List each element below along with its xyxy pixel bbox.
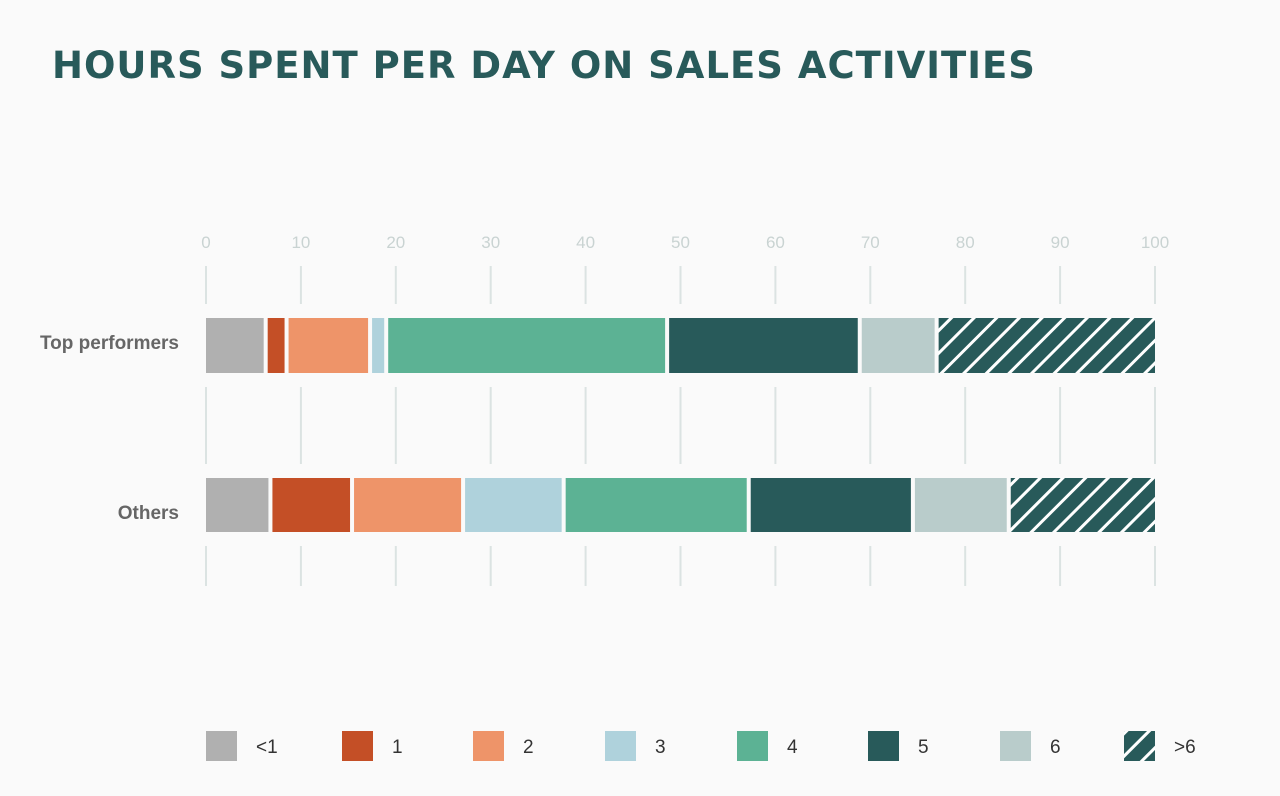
- bar-segment-0-5: [669, 318, 858, 373]
- tick-label-60: 60: [766, 233, 785, 252]
- tick-label-10: 10: [291, 233, 310, 252]
- legend-label-1: 1: [392, 737, 403, 758]
- legend-label-7: >6: [1174, 737, 1196, 758]
- bar-segment-1-4: [565, 478, 747, 532]
- legend-swatch-0: [206, 731, 237, 761]
- bar-segment-1-3: [465, 478, 562, 532]
- legend-swatch-7: [1124, 731, 1155, 761]
- tick-label-80: 80: [956, 233, 975, 252]
- bar-segment-0-1: [267, 318, 285, 373]
- bar-segment-0-7: [938, 318, 1155, 373]
- legend: <1 1 2 3 4 5 6 >6: [206, 731, 1196, 761]
- axis-ticks: 0 10 20 30 40 50 60 70 80 90 100: [201, 233, 1169, 252]
- bar-segment-1-2: [354, 478, 462, 532]
- legend-swatch-5: [868, 731, 899, 761]
- legend-label-2: 2: [523, 737, 534, 758]
- legend-swatch-3: [605, 731, 636, 761]
- tick-label-100: 100: [1141, 233, 1169, 252]
- legend-label-0: <1: [256, 737, 278, 758]
- bar-segment-0-3: [372, 318, 385, 373]
- category-label-1: Others: [118, 503, 179, 524]
- legend-label-4: 4: [787, 737, 798, 758]
- bar-segment-1-0: [206, 478, 269, 532]
- legend-swatch-4: [737, 731, 768, 761]
- legend-label-6: 6: [1050, 737, 1061, 758]
- chart-title: HOURS SPENT PER DAY ON SALES ACTIVITIES: [52, 44, 1036, 87]
- bar-segment-1-6: [914, 478, 1007, 532]
- legend-label-3: 3: [655, 737, 666, 758]
- bar-segment-1-5: [750, 478, 911, 532]
- tick-label-30: 30: [481, 233, 500, 252]
- tick-label-50: 50: [671, 233, 690, 252]
- bar-segment-0-0: [206, 318, 264, 373]
- legend-swatch-6: [1000, 731, 1031, 761]
- tick-label-0: 0: [201, 233, 210, 252]
- legend-label-5: 5: [918, 737, 929, 758]
- legend-swatch-2: [473, 731, 504, 761]
- tick-label-40: 40: [576, 233, 595, 252]
- category-labels: Top performers Others: [40, 333, 179, 524]
- bar-segment-0-2: [288, 318, 369, 373]
- bars: [198, 304, 1163, 546]
- legend-swatch-1: [342, 731, 373, 761]
- bar-segment-0-4: [388, 318, 666, 373]
- tick-label-90: 90: [1051, 233, 1070, 252]
- category-label-0: Top performers: [40, 333, 179, 354]
- bar-segment-1-7: [1010, 478, 1155, 532]
- bar-segment-1-1: [272, 478, 351, 532]
- tick-label-70: 70: [861, 233, 880, 252]
- bar-segment-0-6: [861, 318, 935, 373]
- tick-label-20: 20: [386, 233, 405, 252]
